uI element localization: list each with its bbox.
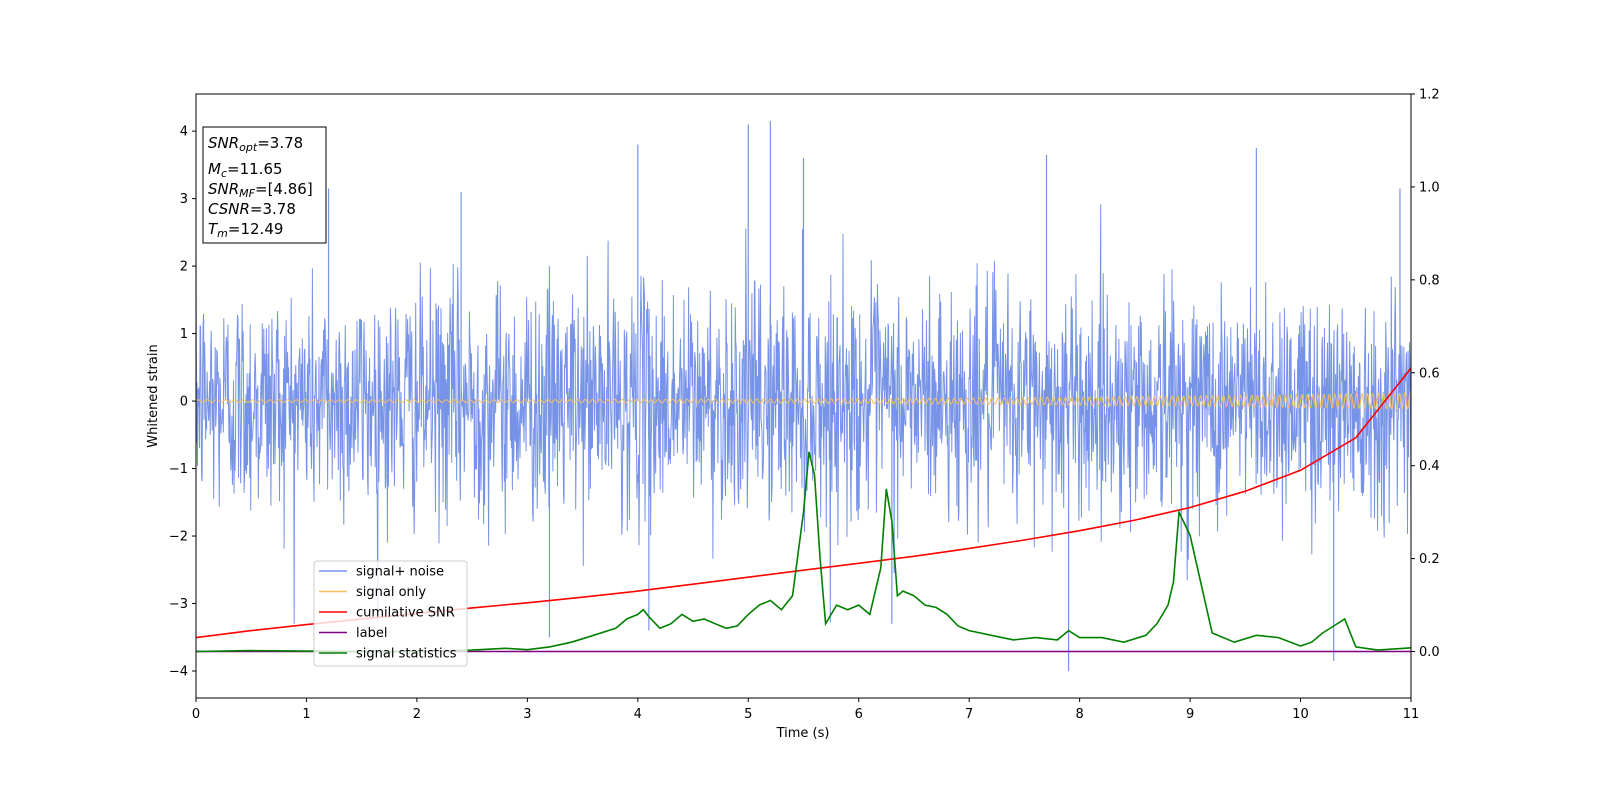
y-right-tick-label: 1.0 [1419,180,1440,195]
x-tick-label: 7 [965,707,973,722]
x-tick-label: 6 [855,707,863,722]
tm-stat: Tm=12.49 [208,220,283,240]
mc-stat: Mc=11.65 [208,160,283,180]
y-axis-label: Whitened strain [146,344,161,447]
y-left-tick-label: 4 [180,125,188,140]
x-tick-label: 11 [1403,707,1420,722]
y-left-tick-label: −3 [169,597,188,612]
series-signal-statistics [196,451,1411,653]
y-right-tick-label: 0.8 [1419,273,1440,288]
x-tick-label: 0 [192,707,200,722]
x-axis-label: Time (s) [776,726,830,741]
info-box: SNRopt=3.78 Mc=11.65 SNRMF=[4.86] CSNR=3… [202,126,327,244]
y-right-tick-label: 0.0 [1419,645,1440,660]
y-left-tick-label: 3 [180,192,188,207]
y-right-tick-label: 0.2 [1419,552,1440,567]
y-left-tick-label: 1 [180,327,188,342]
y-right-tick-label: 1.2 [1419,88,1440,103]
y-left-tick-label: −4 [169,665,188,680]
plot-frame [195,93,1412,699]
x-tick-label: 2 [413,707,421,722]
legend-label: signal statistics [356,647,457,662]
snr-mf-stat: SNRMF=[4.86] [208,180,313,200]
x-tick-label: 10 [1292,707,1309,722]
y-left-tick-label: −2 [169,530,188,545]
y-left-tick-label: 2 [180,260,188,275]
legend-frame [313,560,468,667]
x-tick-label: 9 [1186,707,1194,722]
series-signal-only [196,391,1411,411]
legend: signal+ noise signal only cumilative SNR la… [313,560,468,667]
series-signal-noise [196,204,1411,624]
y-right-tick-label: 0.4 [1419,459,1440,474]
legend-label: signal+ noise [356,565,444,580]
x-tick-label: 4 [634,707,642,722]
legend-label: signal only [356,585,426,600]
y-left-tick-label: −1 [169,462,188,477]
legend-label: label [356,626,387,641]
x-tick-label: 5 [744,707,752,722]
y-left-tick-label: 0 [180,395,188,410]
y-right-tick-label: 0.6 [1419,366,1440,381]
x-tick-label: 1 [302,707,310,722]
x-tick-label: 3 [523,707,531,722]
x-tick-label: 8 [1075,707,1083,722]
snr-opt-stat: SNRopt=3.78 [208,134,303,154]
csnr-stat: CSNR=3.78 [208,200,296,218]
legend-label: cumilative SNR [356,606,455,621]
